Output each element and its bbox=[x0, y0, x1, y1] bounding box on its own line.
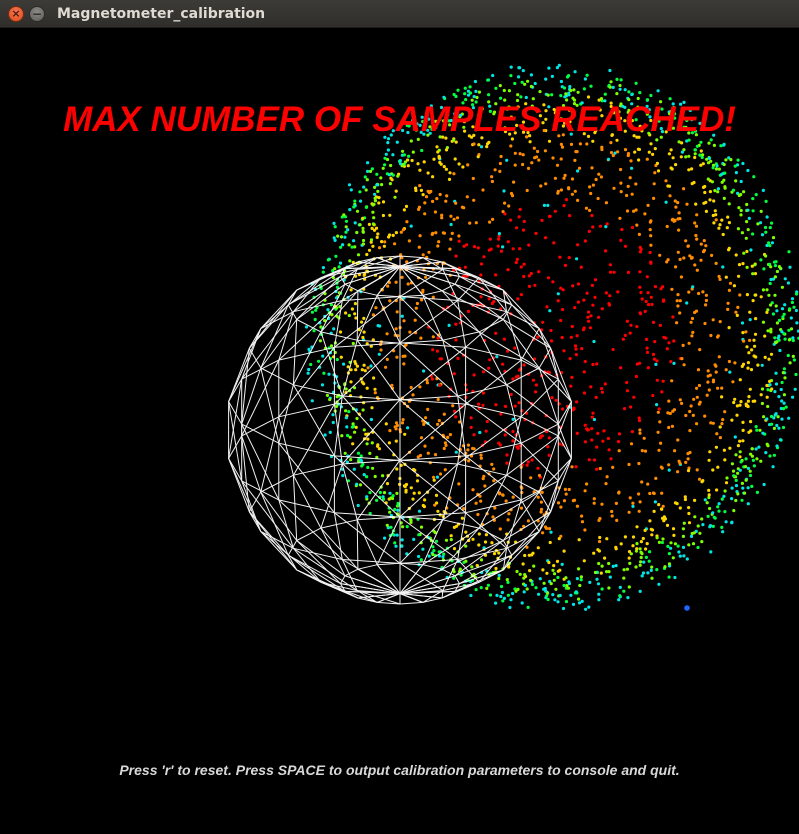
outlier-point bbox=[684, 605, 690, 611]
close-icon: × bbox=[11, 7, 21, 20]
title-bar[interactable]: × − Magnetometer_calibration bbox=[0, 0, 799, 28]
minimize-icon: − bbox=[31, 6, 43, 21]
close-window-button[interactable]: × bbox=[8, 5, 24, 22]
wireframe-sphere bbox=[228, 255, 572, 605]
calibration-scene bbox=[228, 63, 799, 611]
point-cloud bbox=[304, 63, 799, 611]
instructions-text: Press 'r' to reset. Press SPACE to outpu… bbox=[119, 762, 680, 778]
window-title: Magnetometer_calibration bbox=[57, 5, 266, 22]
gl-viewport[interactable]: MAX NUMBER OF SAMPLES REACHED! Press 'r'… bbox=[0, 28, 799, 834]
minimize-window-button[interactable]: − bbox=[29, 5, 45, 22]
status-message: MAX NUMBER OF SAMPLES REACHED! bbox=[63, 100, 736, 139]
